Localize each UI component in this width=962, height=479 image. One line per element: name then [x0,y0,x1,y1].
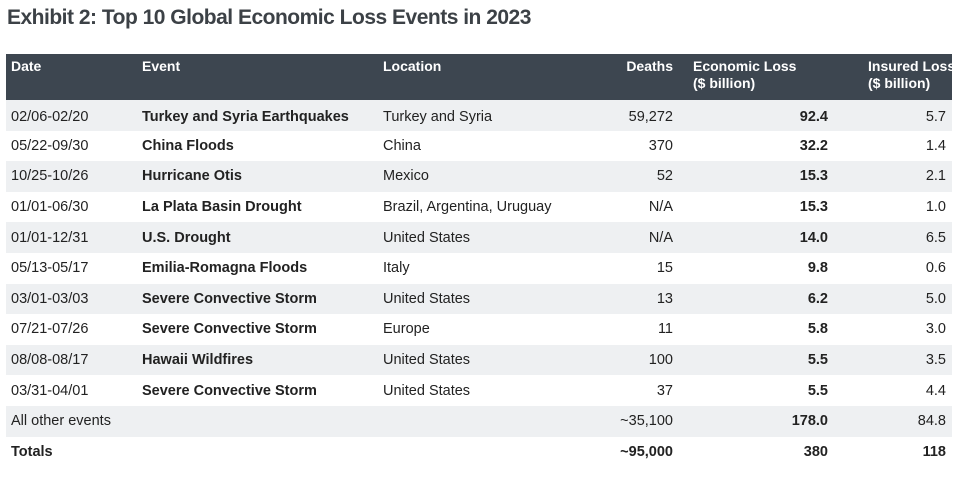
cell-event: Hawaii Wildfires [142,352,254,369]
header-event: Event [142,58,181,74]
exhibit-title: Exhibit 2: Top 10 Global Economic Loss E… [7,6,531,29]
cell-event: Turkey and Syria Earthquakes [142,109,349,126]
cell-event-empty [137,437,378,468]
table-header-row: Date Event Location Deaths Economic Loss… [6,54,956,100]
cell-date: 05/13-05/17 [11,260,89,277]
table-row: 03/31-04/01 Severe Convective Storm Unit… [6,375,952,406]
totals-label: Totals [11,443,53,460]
header-insured-loss-line1: Insured Loss [868,58,956,74]
cell-economic-loss: 15.3 [799,168,828,185]
cell-location-empty [378,437,586,468]
cell-location: Mexico [383,168,429,185]
cell-insured-loss: 3.0 [925,321,946,338]
cell-deaths: N/A [648,199,673,216]
cell-economic-loss: 32.2 [799,137,828,154]
other-events-deaths: ~35,100 [620,413,673,430]
cell-date: 01/01-12/31 [11,229,89,246]
cell-location: Brazil, Argentina, Uruguay [383,199,552,216]
cell-insured-loss: 5.7 [925,109,946,126]
cell-insured-loss: 4.4 [925,382,946,399]
cell-insured-loss: 6.5 [925,229,946,246]
cell-insured-loss: 1.0 [925,199,946,216]
cell-location: United States [383,382,471,399]
table-row: 05/13-05/17 Emilia-Romagna Floods Italy … [6,253,952,284]
totals-row: Totals ~95,000 380 118 [6,437,952,468]
header-economic-loss-line1: Economic Loss [693,58,797,74]
header-location: Location [383,58,442,74]
header-economic-loss-line2: ($ billion) [693,75,756,91]
cell-insured-loss: 5.0 [925,290,946,307]
cell-deaths: 100 [648,352,673,369]
cell-location: United States [383,352,471,369]
cell-location: United States [383,290,471,307]
cell-event: China Floods [142,137,234,154]
header-date: Date [11,58,42,74]
header-insured-loss: Insured Loss ($ billion) [834,54,956,100]
cell-insured-loss: 3.5 [925,352,946,369]
cell-economic-loss: 9.8 [807,260,828,277]
cell-insured-loss: 0.6 [925,260,946,277]
header-economic-loss: Economic Loss ($ billion) [679,54,834,100]
table-row: 10/25-10/26 Hurricane Otis Mexico 52 15.… [6,161,952,192]
cell-event: Severe Convective Storm [142,290,317,307]
cell-date: 03/31-04/01 [11,382,89,399]
cell-date: 08/08-08/17 [11,352,89,369]
table-row: 08/08-08/17 Hawaii Wildfires United Stat… [6,344,952,376]
cell-date: 10/25-10/26 [11,168,89,185]
totals-deaths: ~95,000 [620,443,673,460]
cell-date: 03/01-03/03 [11,290,89,307]
cell-date: 07/21-07/26 [11,321,89,338]
cell-event: La Plata Basin Drought [142,199,302,216]
cell-location: Italy [383,260,410,277]
cell-economic-loss: 5.5 [807,352,828,369]
cell-economic-loss: 15.3 [799,199,828,216]
cell-economic-loss: 92.4 [799,109,828,126]
table-row: 05/22-09/30 China Floods China 370 32.2 … [6,131,952,162]
table-row: 07/21-07/26 Severe Convective Storm Euro… [6,314,952,345]
loss-events-table: Date Event Location Deaths Economic Loss… [6,54,956,468]
cell-date: 01/01-06/30 [11,199,89,216]
totals-insured-loss: 118 [922,443,946,460]
cell-event: Severe Convective Storm [142,321,317,338]
table-row: 01/01-12/31 U.S. Drought United States N… [6,222,952,253]
cell-event: Hurricane Otis [142,168,242,185]
cell-deaths: 11 [657,321,673,338]
cell-deaths: 15 [656,260,673,277]
cell-economic-loss: 6.2 [807,290,828,307]
cell-deaths: 370 [648,137,673,154]
other-events-insured-loss: 84.8 [917,413,946,430]
cell-deaths: N/A [648,229,673,246]
table-row: 02/06-02/20 Turkey and Syria Earthquakes… [6,100,952,131]
table-row: 01/01-06/30 La Plata Basin Drought Brazi… [6,192,952,223]
cell-deaths: 59,272 [628,109,673,126]
cell-economic-loss: 14.0 [799,229,828,246]
cell-date: 02/06-02/20 [11,109,89,126]
cell-deaths: 37 [656,382,673,399]
cell-event: U.S. Drought [142,229,231,246]
cell-location-empty [378,406,586,437]
totals-economic-loss: 380 [803,443,828,460]
header-deaths: Deaths [626,58,673,74]
cell-location: Turkey and Syria [383,109,493,126]
cell-date: 05/22-09/30 [11,137,89,154]
table-row: 03/01-03/03 Severe Convective Storm Unit… [6,283,952,315]
cell-location: China [383,137,421,154]
cell-event: Severe Convective Storm [142,382,317,399]
cell-location: United States [383,229,471,246]
cell-insured-loss: 2.1 [925,168,946,185]
other-events-row: All other events ~35,100 178.0 84.8 [6,405,952,437]
cell-deaths: 13 [656,290,673,307]
cell-deaths: 52 [656,168,673,185]
other-events-label: All other events [11,413,111,430]
header-insured-loss-line2: ($ billion) [868,75,931,91]
cell-economic-loss: 5.8 [807,321,828,338]
cell-event-empty [137,406,378,437]
cell-insured-loss: 1.4 [925,137,946,154]
cell-economic-loss: 5.5 [807,382,828,399]
cell-location: Europe [383,321,430,338]
cell-event: Emilia-Romagna Floods [142,260,308,277]
other-events-economic-loss: 178.0 [791,413,828,430]
